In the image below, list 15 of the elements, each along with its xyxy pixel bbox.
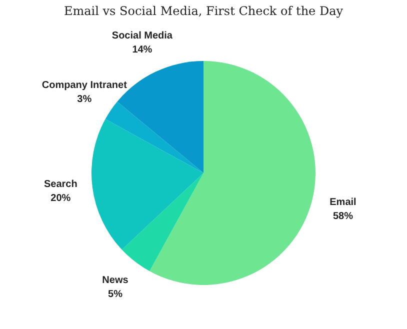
data-label: 14%	[132, 44, 152, 56]
slice-label: News	[102, 274, 129, 286]
data-label: 58%	[332, 210, 354, 222]
data-label: 20%	[50, 193, 71, 204]
slice-label: Email	[330, 196, 357, 208]
pie-slice	[92, 119, 204, 250]
pie-slice	[150, 61, 316, 285]
slice-label: Search	[44, 179, 78, 190]
pie-slice	[122, 173, 204, 272]
slice-label: Company Intranet	[42, 80, 128, 92]
chart-title: Email vs Social Media, First Check of the Day	[64, 4, 344, 18]
data-label: 3%	[77, 94, 92, 106]
pie-slice	[105, 102, 204, 173]
slice-label: Social Media	[112, 30, 173, 42]
data-label: 5%	[108, 288, 123, 300]
